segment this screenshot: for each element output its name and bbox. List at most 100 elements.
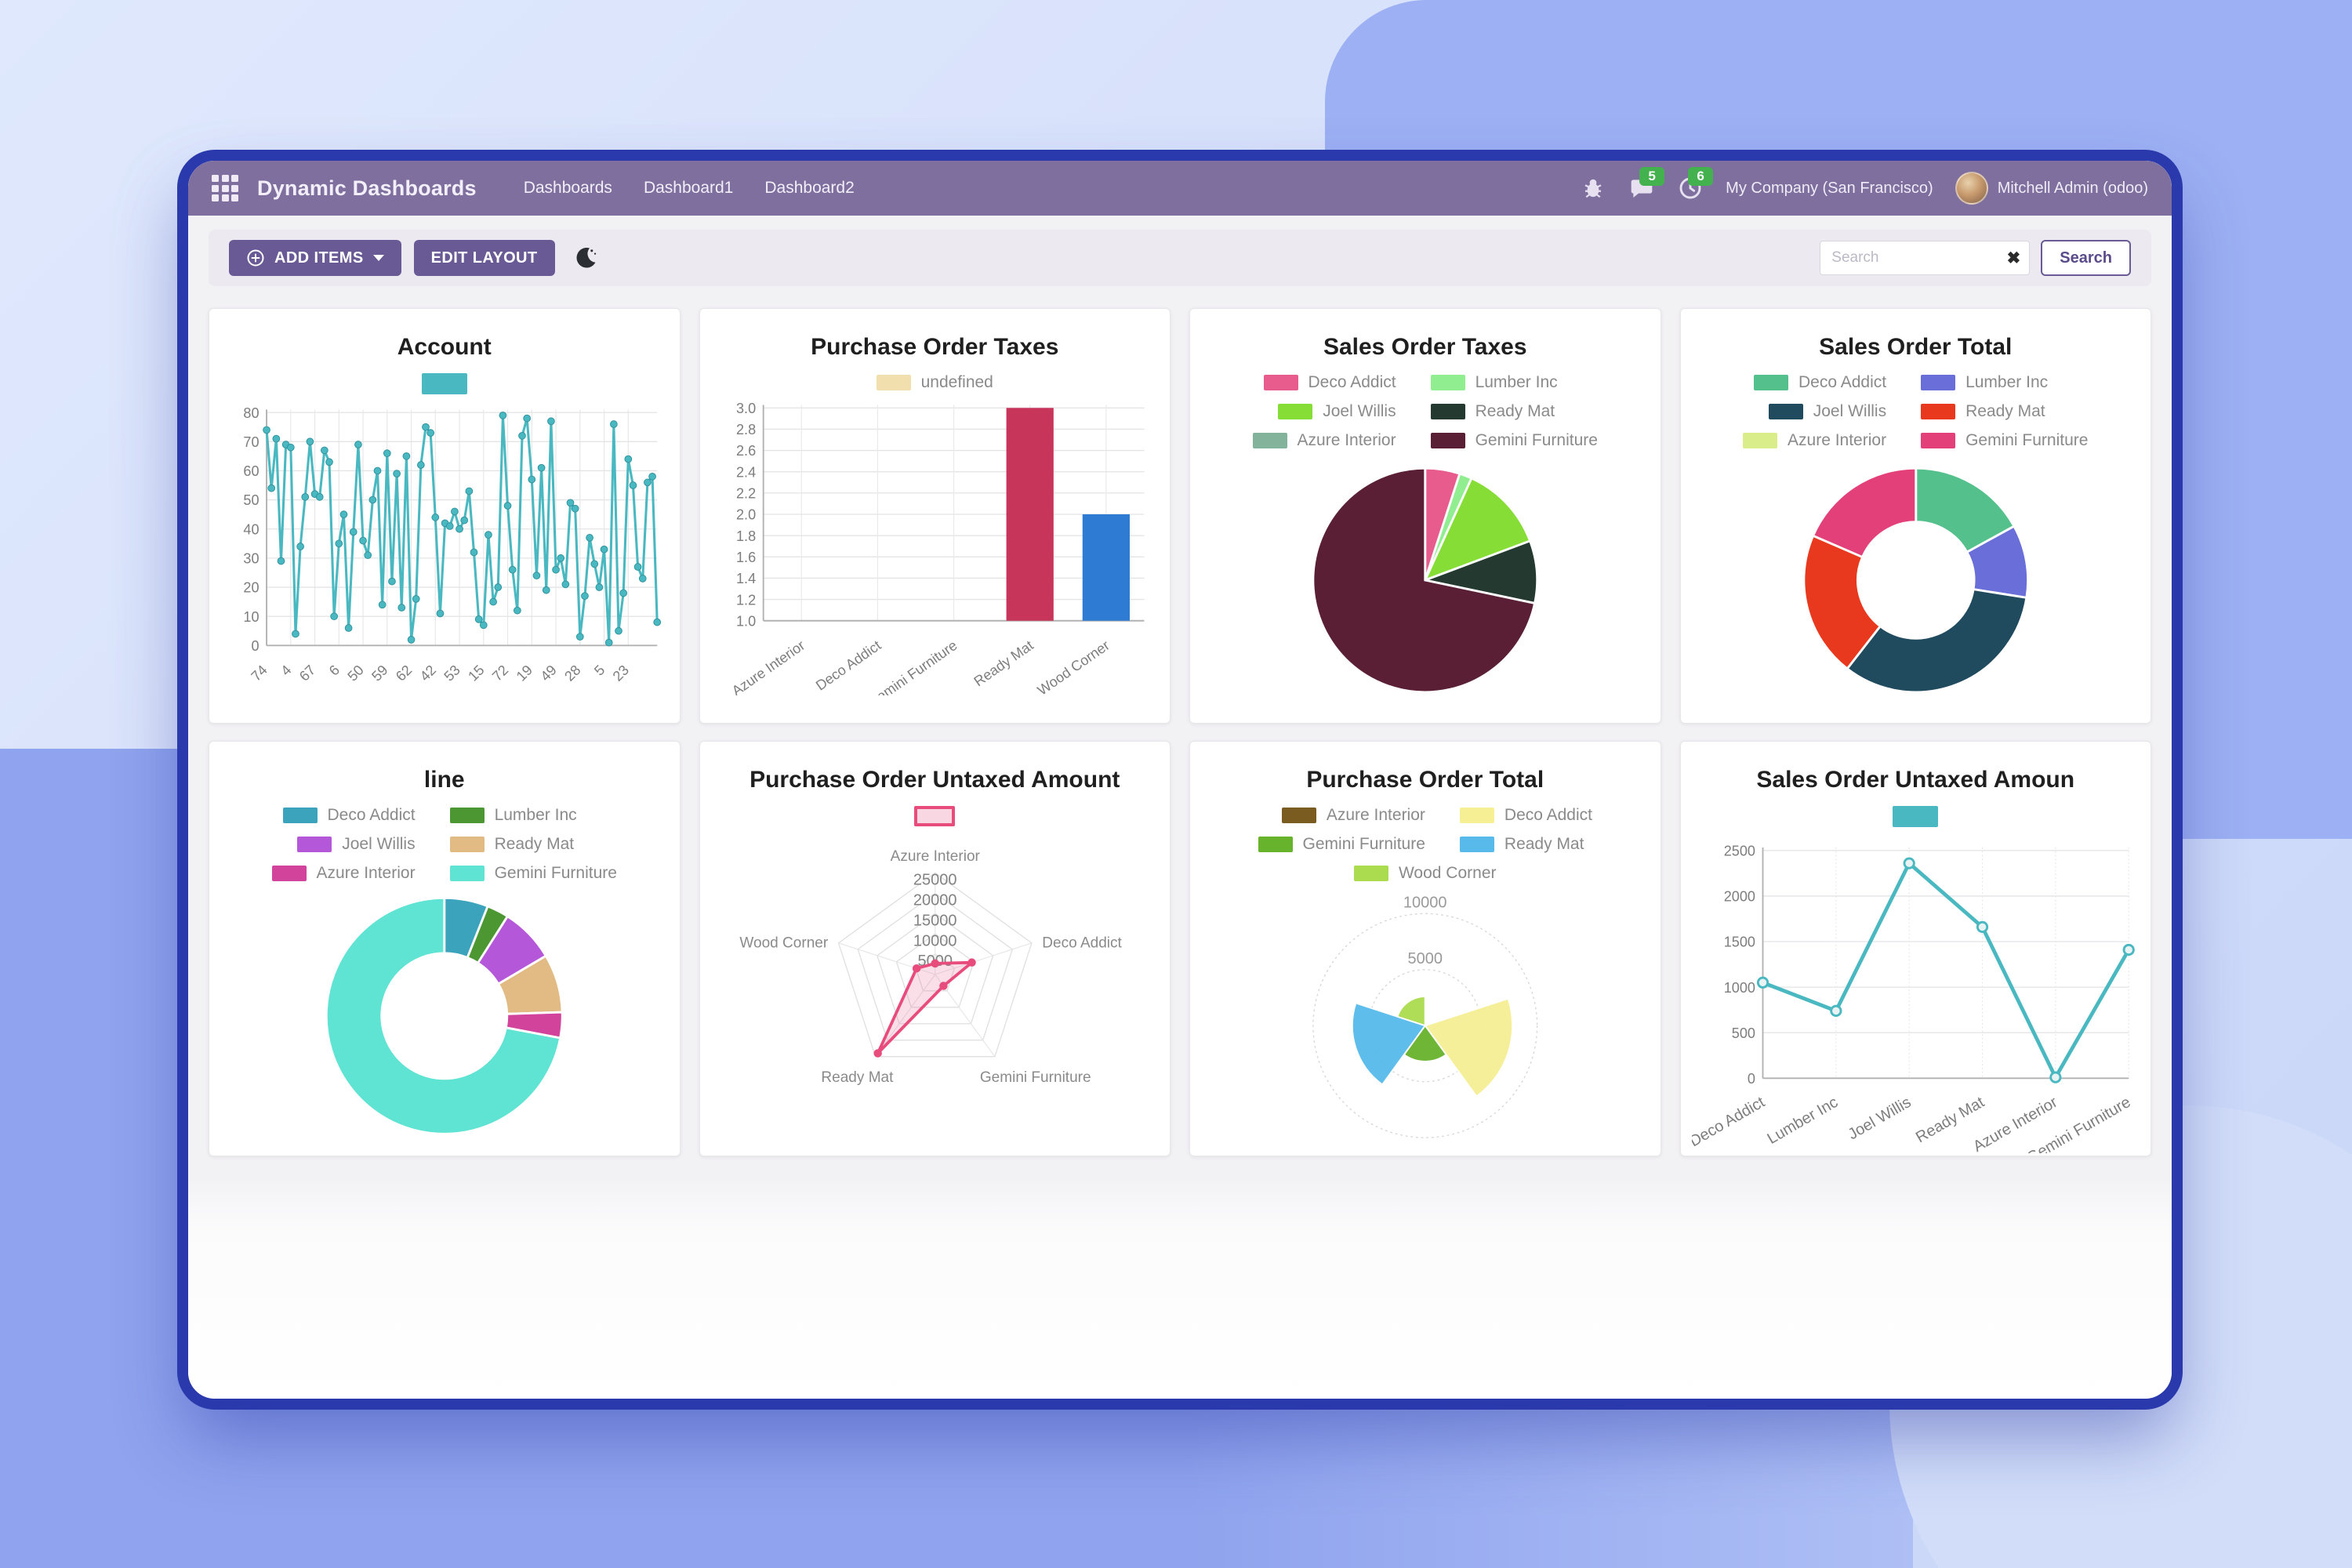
chart-legend bbox=[914, 806, 956, 826]
svg-text:Lumber Inc: Lumber Inc bbox=[1764, 1094, 1841, 1148]
nav-item-dashboard1[interactable]: Dashboard1 bbox=[643, 179, 734, 197]
legend-swatch bbox=[1893, 806, 1939, 827]
legend-swatch bbox=[1263, 375, 1298, 390]
messages-icon[interactable]: 5 bbox=[1628, 167, 1665, 201]
svg-text:40: 40 bbox=[243, 521, 259, 537]
slice-joel-willis bbox=[1845, 588, 2027, 694]
svg-text:30: 30 bbox=[243, 551, 259, 567]
legend-item-joel-willis[interactable]: Joel Willis bbox=[1768, 402, 1886, 421]
legend-swatch bbox=[876, 375, 911, 390]
svg-text:2.6: 2.6 bbox=[736, 443, 756, 459]
legend-item-ready-mat[interactable]: Ready Mat bbox=[1459, 835, 1584, 854]
search-button[interactable]: Search bbox=[2041, 240, 2131, 276]
purchase-order-untaxed-radar-chart: 500010000150002000025000Azure InteriorDe… bbox=[739, 848, 1122, 1086]
legend-label: Azure Interior bbox=[1788, 431, 1887, 449]
legend-item-azure-interior[interactable]: Azure Interior bbox=[271, 864, 416, 883]
legend-label: Gemini Furniture bbox=[494, 864, 617, 882]
legend-item-azure-interior[interactable]: Azure Interior bbox=[1743, 431, 1886, 450]
legend-item-ready-mat[interactable]: Ready Mat bbox=[1430, 402, 1555, 421]
legend-item-joel-willis[interactable]: Joel Willis bbox=[1278, 402, 1396, 421]
legend-item-joel-willis[interactable]: Joel Willis bbox=[297, 835, 416, 854]
legend-item-ready-mat[interactable]: Ready Mat bbox=[1921, 402, 2045, 421]
legend-item-azure-interior[interactable]: Azure Interior bbox=[1281, 806, 1425, 825]
nav-item-dashboards[interactable]: Dashboards bbox=[523, 179, 612, 197]
purchase-order-taxes-bar-chart: 1.0 1.2 1.4 1.6 1.8 2.0 2.2 2.4 2.6 2.8 3.0 Azure I… bbox=[728, 401, 1144, 695]
svg-text:500: 500 bbox=[1731, 1025, 1755, 1041]
legend-item-ready-mat[interactable]: Ready Mat bbox=[449, 835, 574, 854]
clear-icon[interactable]: ✖ bbox=[2006, 249, 2021, 267]
legend-item-gemini-furniture[interactable]: Gemini Furniture bbox=[1921, 431, 2088, 450]
nav-menu: Dashboards Dashboard1 Dashboard2 bbox=[511, 171, 867, 205]
company-switcher[interactable]: My Company (San Francisco) bbox=[1726, 179, 1933, 197]
navbar-right: 5 6 My Company (San Francisco) Mitchell … bbox=[1580, 167, 2148, 205]
svg-text:62: 62 bbox=[393, 662, 415, 684]
apps-grid-icon[interactable] bbox=[212, 175, 238, 201]
line-doughnut-chart bbox=[325, 896, 564, 1135]
legend-label: undefined bbox=[920, 373, 993, 391]
search-input[interactable] bbox=[1820, 241, 2031, 275]
legend-item-lumber-inc[interactable]: Lumber Inc bbox=[449, 806, 577, 825]
card-sales-order-taxes: Sales Order Taxes Deco Addict Lumber Inc J… bbox=[1189, 308, 1661, 724]
navbar: Dynamic Dashboards Dashboards Dashboard1… bbox=[188, 161, 2172, 216]
legend-item-deco-addict[interactable]: Deco Addict bbox=[1263, 373, 1396, 392]
svg-text:1.2: 1.2 bbox=[736, 592, 756, 608]
svg-text:10000: 10000 bbox=[1403, 895, 1447, 912]
svg-text:53: 53 bbox=[441, 662, 463, 684]
edit-layout-label: EDIT LAYOUT bbox=[430, 249, 538, 267]
legend-item-deco-addict[interactable]: Deco Addict bbox=[282, 806, 416, 825]
svg-text:Ready Mat: Ready Mat bbox=[971, 637, 1036, 690]
legend-item-gemini-furniture[interactable]: Gemini Furniture bbox=[1258, 835, 1425, 854]
svg-text:Wood Corner: Wood Corner bbox=[739, 935, 828, 952]
sector-deco-addict bbox=[1424, 997, 1514, 1098]
search-area: ✖ bbox=[1820, 241, 2031, 275]
slice-joel-willis bbox=[1423, 477, 1532, 583]
legend-item-deco-addict[interactable]: Deco Addict bbox=[1754, 373, 1886, 392]
legend-item-deco-addict[interactable]: Deco Addict bbox=[1459, 806, 1592, 825]
caret-down-icon bbox=[372, 255, 384, 261]
legend-item-series[interactable] bbox=[421, 373, 467, 394]
svg-text:1500: 1500 bbox=[1723, 935, 1755, 950]
card-title: line bbox=[423, 767, 465, 793]
legend-swatch bbox=[449, 866, 485, 881]
legend-item-series[interactable] bbox=[1893, 806, 1939, 827]
bar-ready-mat bbox=[1006, 408, 1054, 621]
sales-order-taxes-pie-chart bbox=[1312, 466, 1539, 694]
svg-text:60: 60 bbox=[243, 463, 259, 479]
user-menu[interactable]: Mitchell Admin (odoo) bbox=[1955, 172, 2148, 205]
svg-text:6: 6 bbox=[326, 662, 343, 678]
dashboard-grid: Account 0 10 20 30 40 50 60 70 80 74 4 67 6 50 59 62 42 5… bbox=[209, 308, 2151, 1156]
legend-label: Gemini Furniture bbox=[1965, 431, 2089, 449]
legend-swatch bbox=[282, 808, 318, 823]
legend-item-gemini-furniture[interactable]: Gemini Furniture bbox=[449, 864, 617, 883]
add-items-button[interactable]: ADD ITEMS bbox=[229, 240, 401, 276]
legend-label: Azure Interior bbox=[316, 864, 416, 882]
bug-icon[interactable] bbox=[1580, 175, 1606, 201]
svg-text:1.8: 1.8 bbox=[736, 528, 756, 544]
card-title: Purchase Order Total bbox=[1306, 767, 1544, 793]
legend-item-lumber-inc[interactable]: Lumber Inc bbox=[1430, 373, 1558, 392]
radar-grid bbox=[837, 872, 1033, 1058]
legend-item-lumber-inc[interactable]: Lumber Inc bbox=[1921, 373, 2048, 392]
app-window-content: Dynamic Dashboards Dashboards Dashboard1… bbox=[188, 161, 2172, 1399]
legend-swatch bbox=[1768, 404, 1803, 419]
card-account: Account 0 10 20 30 40 50 60 70 80 74 4 67 6 50 59 62 42 5… bbox=[209, 308, 681, 724]
dark-mode-toggle[interactable] bbox=[572, 245, 599, 271]
legend-swatch bbox=[297, 837, 332, 852]
card-title: Account bbox=[397, 334, 492, 360]
legend-item-gemini-furniture[interactable]: Gemini Furniture bbox=[1430, 431, 1598, 450]
chart-legend bbox=[421, 373, 467, 394]
legend-swatch bbox=[1921, 433, 1956, 448]
edit-layout-button[interactable]: EDIT LAYOUT bbox=[413, 240, 555, 276]
nav-item-dashboard2[interactable]: Dashboard2 bbox=[764, 179, 855, 197]
legend-item-series[interactable] bbox=[914, 806, 956, 826]
legend-item-undefined[interactable]: undefined bbox=[876, 373, 993, 392]
user-avatar bbox=[1955, 172, 1988, 205]
chart-legend bbox=[1893, 806, 1939, 827]
legend-item-wood-corner[interactable]: Wood Corner bbox=[1353, 864, 1497, 883]
legend-swatch bbox=[449, 808, 485, 823]
svg-text:15: 15 bbox=[465, 662, 487, 684]
legend-item-azure-interior[interactable]: Azure Interior bbox=[1252, 431, 1396, 450]
activities-clock-icon[interactable]: 6 bbox=[1677, 167, 1714, 201]
purchase-order-total-polar-chart: 5000 10000 bbox=[1312, 895, 1538, 1138]
